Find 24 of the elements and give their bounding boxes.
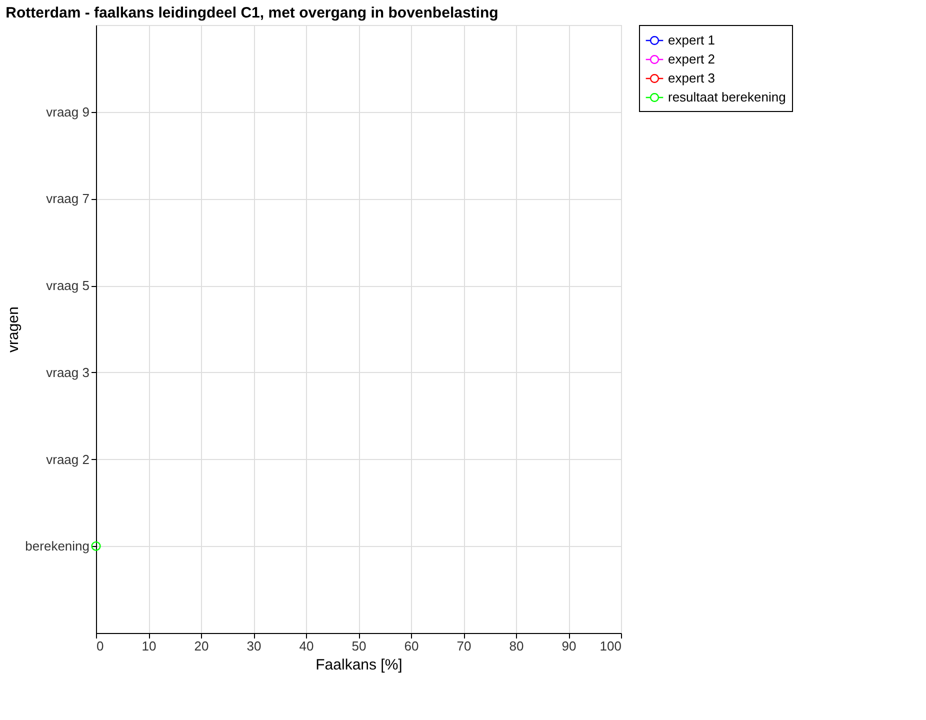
legend-label: expert 1 bbox=[668, 32, 715, 48]
x-tick-label: 100 bbox=[600, 638, 622, 654]
legend-label: expert 3 bbox=[668, 70, 715, 86]
y-tick-label: vraag 2 bbox=[46, 452, 90, 467]
y-tick-label: vraag 7 bbox=[46, 191, 90, 206]
y-tick-label: vraag 3 bbox=[46, 364, 90, 380]
y-axis-title: vragen bbox=[5, 306, 22, 352]
x-tick-label: 60 bbox=[404, 638, 419, 654]
legend-label: resultaat berekening bbox=[668, 90, 786, 104]
x-tick-label: 10 bbox=[142, 638, 156, 654]
y-tick-label: berekening bbox=[25, 538, 90, 554]
chart-title: Rotterdam - faalkans leidingdeel C1, met overgang in bovenbelasting bbox=[6, 4, 498, 22]
x-tick-label: 0 bbox=[96, 638, 104, 654]
x-tick-label: 80 bbox=[509, 638, 524, 654]
y-tick-label: vraag 5 bbox=[46, 278, 90, 294]
legend-label: expert 2 bbox=[668, 52, 715, 66]
x-tick-label: 50 bbox=[352, 638, 366, 654]
x-axis-title: Faalkans [%] bbox=[316, 656, 402, 674]
x-tick-label: 40 bbox=[299, 638, 314, 654]
x-tick-label: 20 bbox=[194, 638, 209, 654]
x-tick-label: 30 bbox=[246, 638, 262, 654]
y-tick-label: vraag 9 bbox=[46, 104, 90, 120]
x-tick-label: 90 bbox=[562, 638, 576, 654]
x-tick-label: 70 bbox=[456, 638, 472, 654]
